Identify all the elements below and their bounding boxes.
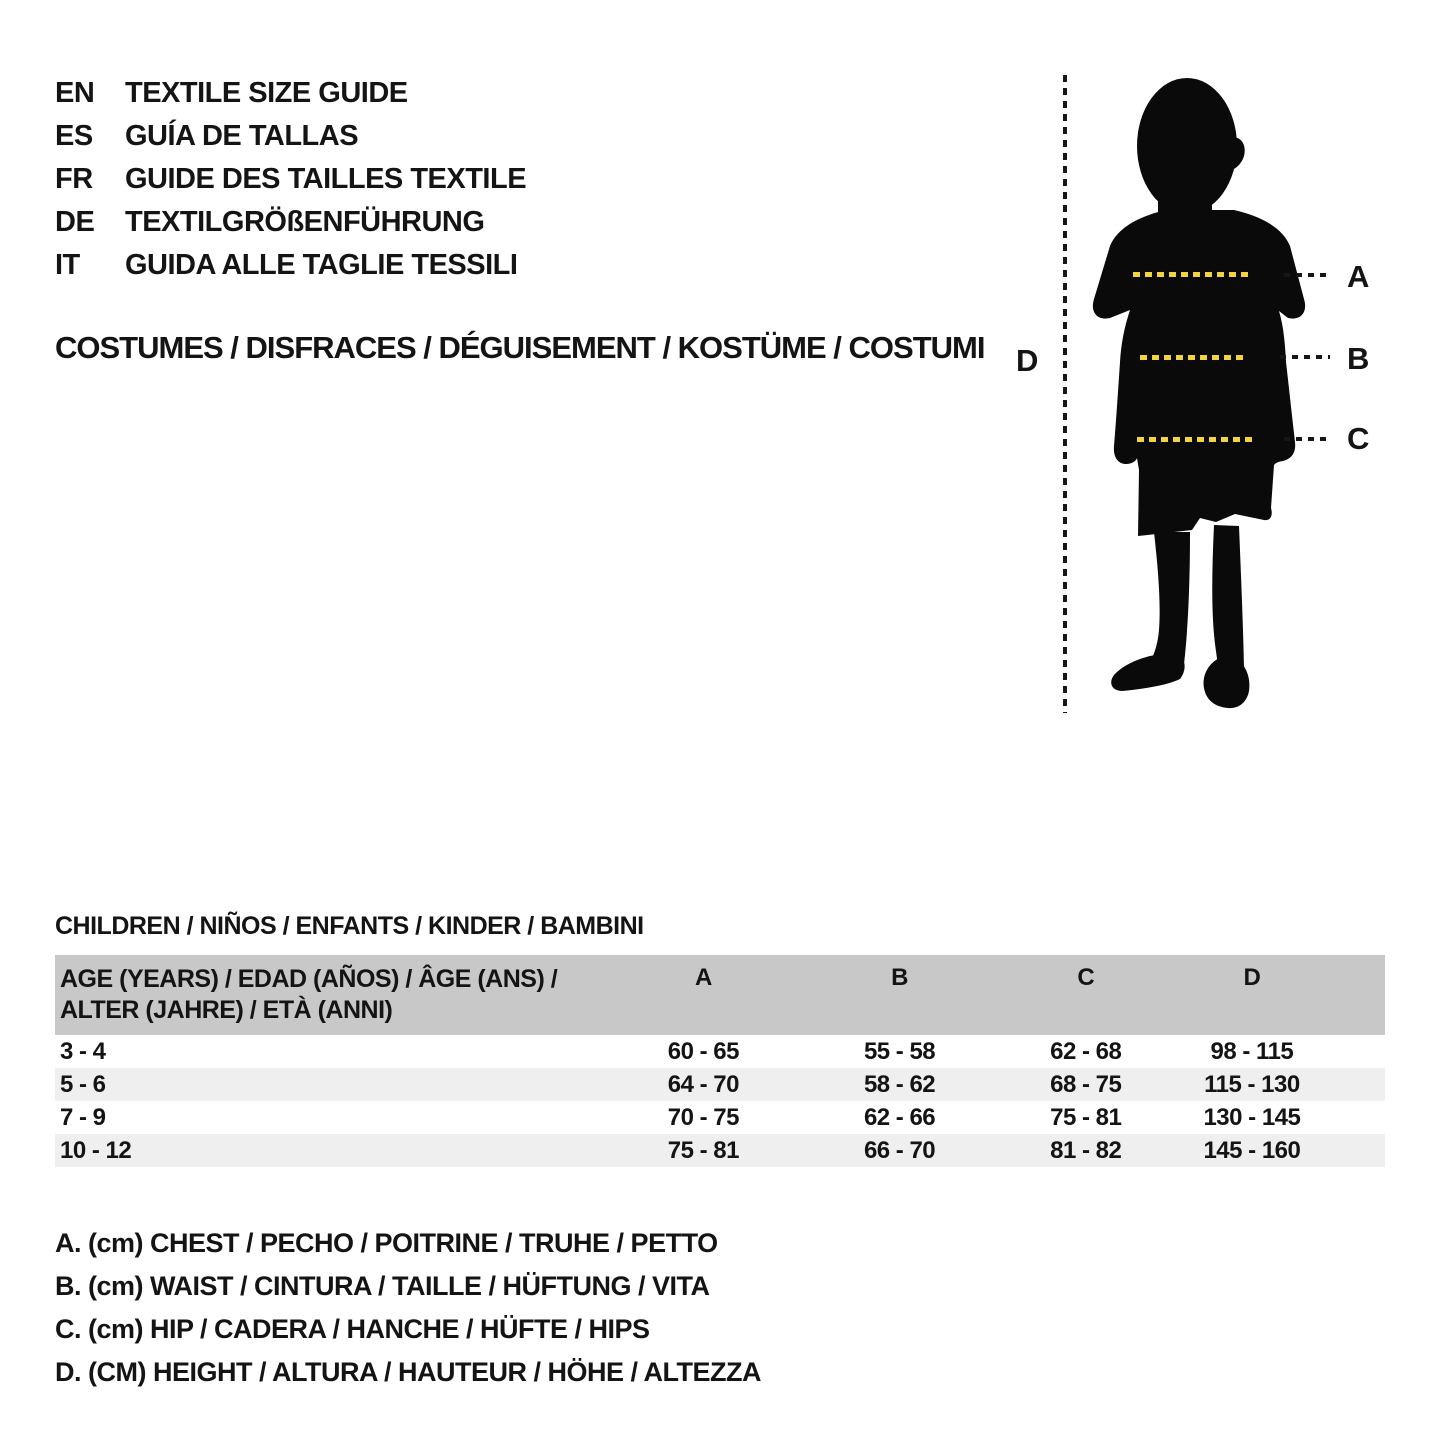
- table-row: 5 - 6 64 - 70 58 - 62 68 - 75 115 - 130: [55, 1068, 1385, 1101]
- children-size-table: AGE (YEARS) / EDAD (AÑOS) / ÂGE (ANS) / …: [55, 955, 1385, 1167]
- age-cell: 3 - 4: [60, 1037, 106, 1065]
- language-guide-title: TEXTILE SIZE GUIDE: [125, 77, 408, 109]
- height-cell: 98 - 115: [1210, 1037, 1294, 1065]
- hip-measure-dashes: [1137, 437, 1257, 442]
- age-cell: 10 - 12: [55, 1134, 601, 1167]
- hip-cell: 81 - 82: [992, 1134, 1179, 1167]
- language-guide-title: GUIDA ALLE TAGLIE TESSILI: [125, 249, 518, 281]
- legend-chest: A. (cm) CHEST / PECHO / POITRINE / TRUHE…: [55, 1228, 718, 1258]
- silhouette-head: [1137, 78, 1237, 214]
- hip-cell: 75 - 81: [1050, 1103, 1122, 1131]
- column-header-d: D: [1178, 955, 1385, 1035]
- language-guide-title: GUÍA DE TALLAS: [125, 120, 359, 152]
- height-cell: 115 - 130: [1178, 1068, 1385, 1101]
- language-code: EN: [55, 77, 95, 109]
- language-code: DE: [55, 206, 95, 238]
- chest-cell: 70 - 75: [667, 1103, 740, 1131]
- child-silhouette: [1092, 78, 1306, 709]
- waist-measure-dashes: [1140, 355, 1248, 360]
- age-header-line1: AGE (YEARS) / EDAD (AÑOS) / ÂGE (ANS) /: [60, 965, 558, 993]
- silhouette-left-shoe: [1111, 653, 1185, 691]
- table-row: 10 - 12 75 - 81 66 - 70 81 - 82 145 - 16…: [55, 1134, 1385, 1167]
- measurement-figure: A B C D: [1016, 75, 1370, 713]
- language-row: FR GUIDE DES TAILLES TEXTILE: [55, 158, 527, 201]
- language-guide-title: TEXTILGRÖßENFÜHRUNG: [125, 206, 485, 238]
- legend-hip: C. (cm) HIP / CADERA / HANCHE / HÜFTE / …: [55, 1314, 650, 1344]
- category-title: COSTUMES / DISFRACES / DÉGUISEMENT / KOS…: [55, 330, 985, 365]
- height-cell: 130 - 145: [1203, 1103, 1301, 1131]
- chest-cell: 60 - 65: [667, 1037, 740, 1065]
- language-title-list: EN TEXTILE SIZE GUIDE ES GUÍA DE TALLAS …: [55, 72, 527, 287]
- language-code: ES: [55, 120, 93, 152]
- table-row: 3 - 4 60 - 65 55 - 58 62 - 68 98 - 115: [55, 1035, 1385, 1068]
- language-row: EN TEXTILE SIZE GUIDE: [55, 72, 526, 115]
- age-cell: 7 - 9: [60, 1103, 106, 1131]
- waist-cell: 55 - 58: [863, 1037, 936, 1065]
- column-header-a: A: [600, 955, 807, 1035]
- hip-cell: 68 - 75: [992, 1068, 1179, 1101]
- age-header-line2: ALTER (JAHRE) / ETÀ (ANNI): [60, 996, 393, 1024]
- table-section-title: CHILDREN / NIÑOS / ENFANTS / KINDER / BA…: [55, 912, 644, 940]
- waist-cell: 66 - 70: [806, 1134, 993, 1167]
- silhouette-ear: [1225, 137, 1245, 172]
- column-header-c: C: [992, 955, 1179, 1035]
- column-header-b: B: [806, 955, 993, 1035]
- language-code: IT: [55, 249, 80, 281]
- chest-cell: 75 - 81: [600, 1134, 807, 1167]
- height-measure-dotted-line: [1063, 75, 1067, 713]
- chest-cell: 64 - 70: [600, 1068, 807, 1101]
- table-row: 7 - 9 70 - 75 62 - 66 75 - 81 130 - 145: [55, 1101, 1385, 1134]
- language-guide-title: GUIDE DES TAILLES TEXTILE: [125, 163, 527, 195]
- silhouette-right-leg: [1212, 525, 1244, 668]
- silhouette-left-leg: [1150, 532, 1190, 664]
- language-row: IT GUIDA ALLE TAGLIE TESSILI: [55, 244, 526, 287]
- waist-cell: 58 - 62: [806, 1068, 993, 1101]
- legend-waist: B. (cm) WAIST / CINTURA / TAILLE / HÜFTU…: [55, 1271, 710, 1301]
- age-column-header: AGE (YEARS) / EDAD (AÑOS) / ÂGE (ANS) / …: [55, 955, 601, 1035]
- language-code: FR: [55, 163, 93, 195]
- label-hip-c: C: [1347, 421, 1370, 456]
- legend-height: D. (CM) HEIGHT / ALTURA / HAUTEUR / HÖHE…: [55, 1357, 761, 1387]
- hip-cell: 62 - 68: [1050, 1037, 1122, 1065]
- chest-leader-dots: [1284, 273, 1332, 277]
- chest-measure-dashes: [1133, 272, 1253, 277]
- waist-cell: 62 - 66: [863, 1103, 936, 1131]
- height-cell: 145 - 160: [1178, 1134, 1385, 1167]
- language-row: DE TEXTILGRÖßENFÜHRUNG: [55, 201, 526, 244]
- age-cell: 5 - 6: [55, 1068, 601, 1101]
- silhouette-right-shoe: [1203, 656, 1250, 709]
- language-row: ES GUÍA DE TALLAS: [55, 115, 526, 158]
- measurement-legend: A. (cm) CHEST / PECHO / POITRINE / TRUHE…: [55, 1222, 761, 1394]
- label-height-d: D: [1016, 343, 1039, 378]
- label-waist-b: B: [1347, 341, 1370, 376]
- waist-leader-dots: [1280, 355, 1330, 359]
- label-chest-a: A: [1347, 259, 1370, 294]
- hip-leader-dots: [1284, 437, 1332, 441]
- table-header-row: AGE (YEARS) / EDAD (AÑOS) / ÂGE (ANS) / …: [55, 955, 1385, 1035]
- silhouette-trunk: [1092, 210, 1306, 536]
